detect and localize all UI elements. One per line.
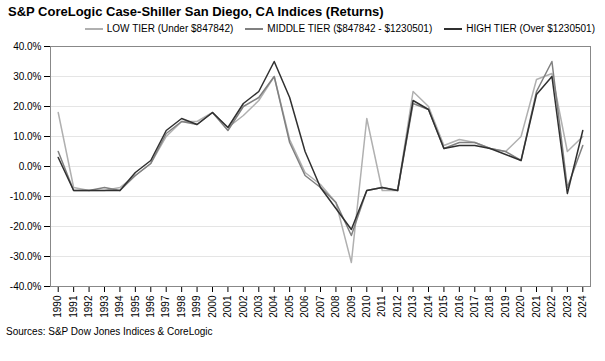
svg-text:-20.0%: -20.0%: [10, 221, 42, 232]
svg-text:1999: 1999: [191, 295, 202, 318]
svg-text:-30.0%: -30.0%: [10, 251, 42, 262]
svg-text:2011: 2011: [376, 295, 387, 317]
svg-text:1993: 1993: [99, 295, 110, 318]
svg-text:2023: 2023: [562, 295, 573, 318]
html-text:S&P CoreLogic Case-Shiller San: S&P CoreLogic Case-Shiller San Diego, CA…: [8, 4, 384, 19]
svg-text:-40.0%: -40.0%: [10, 281, 42, 292]
svg-text:2000: 2000: [207, 295, 218, 318]
svg-text:40.0%: 40.0%: [13, 41, 41, 52]
svg-text:2001: 2001: [222, 295, 233, 318]
html-text:HIGH TIER (Over $1230501): HIGH TIER (Over $1230501): [466, 23, 595, 34]
svg-text:20.0%: 20.0%: [13, 101, 41, 112]
svg-text:2010: 2010: [361, 295, 372, 318]
svg-text:2014: 2014: [423, 295, 434, 318]
svg-text:1998: 1998: [176, 295, 187, 318]
svg-text:1995: 1995: [130, 295, 141, 318]
svg-text:1992: 1992: [83, 295, 94, 318]
svg-text:2002: 2002: [238, 295, 249, 318]
html-text:LOW TIER (Under $847842): LOW TIER (Under $847842): [106, 23, 234, 34]
svg-text:10.0%: 10.0%: [13, 131, 41, 142]
svg-text:1991: 1991: [68, 295, 79, 318]
svg-text:1990: 1990: [52, 295, 63, 318]
svg-text:2016: 2016: [454, 295, 465, 318]
svg-text:2018: 2018: [484, 295, 495, 318]
svg-text:2017: 2017: [469, 295, 480, 318]
svg-text:0.0%: 0.0%: [19, 161, 42, 172]
svg-text:2003: 2003: [253, 295, 264, 318]
svg-text:2012: 2012: [392, 295, 403, 318]
svg-text:1996: 1996: [145, 295, 156, 318]
svg-text:2024: 2024: [577, 295, 588, 318]
svg-text:2013: 2013: [407, 295, 418, 318]
svg-text:2006: 2006: [299, 295, 310, 318]
svg-text:2009: 2009: [346, 295, 357, 318]
svg-text:1994: 1994: [114, 295, 125, 318]
svg-text:-10.0%: -10.0%: [10, 191, 42, 202]
svg-text:2015: 2015: [438, 295, 449, 318]
svg-text:2019: 2019: [500, 295, 511, 318]
svg-text:2020: 2020: [515, 295, 526, 318]
svg-text:2004: 2004: [268, 295, 279, 318]
svg-text:2008: 2008: [330, 295, 341, 318]
svg-text:30.0%: 30.0%: [13, 71, 41, 82]
svg-text:2021: 2021: [531, 295, 542, 318]
html-text:MIDDLE TIER ($847842 - $123050: MIDDLE TIER ($847842 - $1230501): [267, 23, 433, 34]
svg-text:1997: 1997: [160, 295, 171, 318]
svg-text:2007: 2007: [315, 295, 326, 318]
svg-text:2005: 2005: [284, 295, 295, 318]
html-text:Sources: S&P Dow Jones Indices: Sources: S&P Dow Jones Indices & CoreLog…: [6, 326, 213, 337]
svg-text:2022: 2022: [546, 295, 557, 318]
